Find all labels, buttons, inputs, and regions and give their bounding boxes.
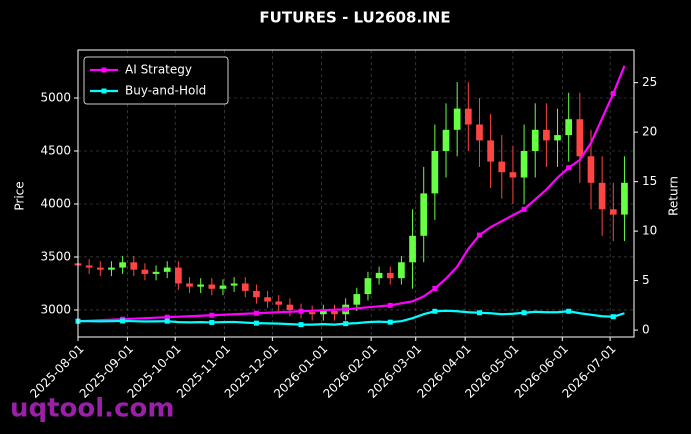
y2-tick-label: 5 [642, 273, 650, 287]
candle-body [498, 161, 506, 173]
series-marker [253, 310, 259, 316]
y-tick-label: 5000 [40, 91, 71, 105]
series-marker [610, 91, 616, 97]
series-marker [610, 314, 616, 320]
candle-body [576, 119, 584, 157]
legend-label: Buy-and-Hold [125, 84, 206, 98]
candle-body [531, 129, 539, 152]
candle-body [554, 135, 561, 141]
candle-body [420, 193, 428, 236]
y2-tick-label: 10 [642, 224, 657, 238]
y2-tick-label: 25 [642, 75, 657, 89]
candle-body [364, 278, 372, 295]
candle-body [175, 267, 182, 284]
y2-tick-label: 15 [642, 174, 657, 188]
candle-body [609, 209, 617, 215]
candle-body [587, 156, 595, 183]
candle-body [487, 140, 494, 162]
series-marker [164, 314, 170, 320]
candle-body [230, 283, 238, 286]
y2-axis-label: Return [667, 176, 681, 216]
series-marker [253, 320, 259, 326]
series-marker [521, 206, 527, 212]
legend-marker [101, 67, 107, 73]
candle-body [208, 284, 216, 289]
candle-body [476, 124, 483, 141]
series-marker [566, 308, 572, 314]
candle-body [386, 272, 394, 279]
candle-body [197, 284, 205, 287]
y2-tick-label: 0 [642, 323, 650, 337]
candle-body [96, 267, 104, 270]
candle-body [108, 267, 115, 270]
series-marker [387, 302, 393, 308]
series-marker [476, 232, 482, 238]
candle-body [219, 285, 227, 289]
candle-body [565, 119, 573, 136]
y-tick-label: 4000 [40, 196, 71, 210]
candle-body [331, 311, 338, 315]
candle-body [431, 151, 439, 194]
candle-body [186, 283, 193, 287]
y-axis-label: Price [13, 181, 27, 210]
candle-body [275, 301, 283, 305]
series-marker [476, 310, 482, 316]
candle-body [130, 262, 138, 270]
series-marker [521, 310, 527, 316]
chart-title: FUTURES - LU2608.INE [259, 9, 450, 27]
candle-body [141, 269, 149, 274]
candle-body [119, 262, 126, 268]
series-marker [164, 318, 170, 324]
candle-body [286, 304, 294, 310]
candle-body [353, 294, 361, 305]
y-tick-label: 3000 [40, 302, 71, 316]
series-marker [566, 165, 572, 171]
candle-body [621, 182, 628, 215]
candle-body [509, 172, 517, 178]
series-marker [343, 321, 349, 327]
legend-box [83, 56, 229, 105]
candle-body [308, 312, 316, 315]
series-marker [387, 319, 393, 325]
series-marker [343, 306, 349, 312]
series-marker [120, 318, 126, 324]
candle-body [319, 311, 327, 315]
legend-marker [101, 88, 107, 94]
y2-tick-label: 20 [642, 125, 657, 139]
y-tick-label: 4500 [40, 144, 71, 158]
candle-body [598, 182, 606, 210]
candle-body [453, 108, 461, 130]
candle-body [241, 283, 249, 291]
candle-body [152, 271, 160, 274]
candle-body [163, 267, 171, 272]
candle-body [409, 235, 416, 263]
series-marker [298, 322, 304, 328]
series-marker [209, 319, 215, 325]
candle-body [85, 265, 93, 268]
series-marker [432, 286, 438, 292]
y-tick-label: 3500 [40, 249, 71, 263]
candle-body [264, 297, 271, 302]
watermark: uqtool.com [10, 394, 174, 424]
series-marker [432, 308, 438, 314]
candle-body [520, 151, 528, 178]
candle-body [375, 272, 383, 279]
candle-body [442, 129, 450, 152]
series-marker [209, 312, 215, 318]
candle-body [398, 262, 405, 279]
candle-body [253, 290, 260, 298]
candle-body [464, 108, 472, 125]
candle-body [543, 129, 550, 141]
legend-label: AI Strategy [125, 63, 192, 77]
series-marker [298, 308, 304, 314]
plot-frame [77, 49, 635, 338]
